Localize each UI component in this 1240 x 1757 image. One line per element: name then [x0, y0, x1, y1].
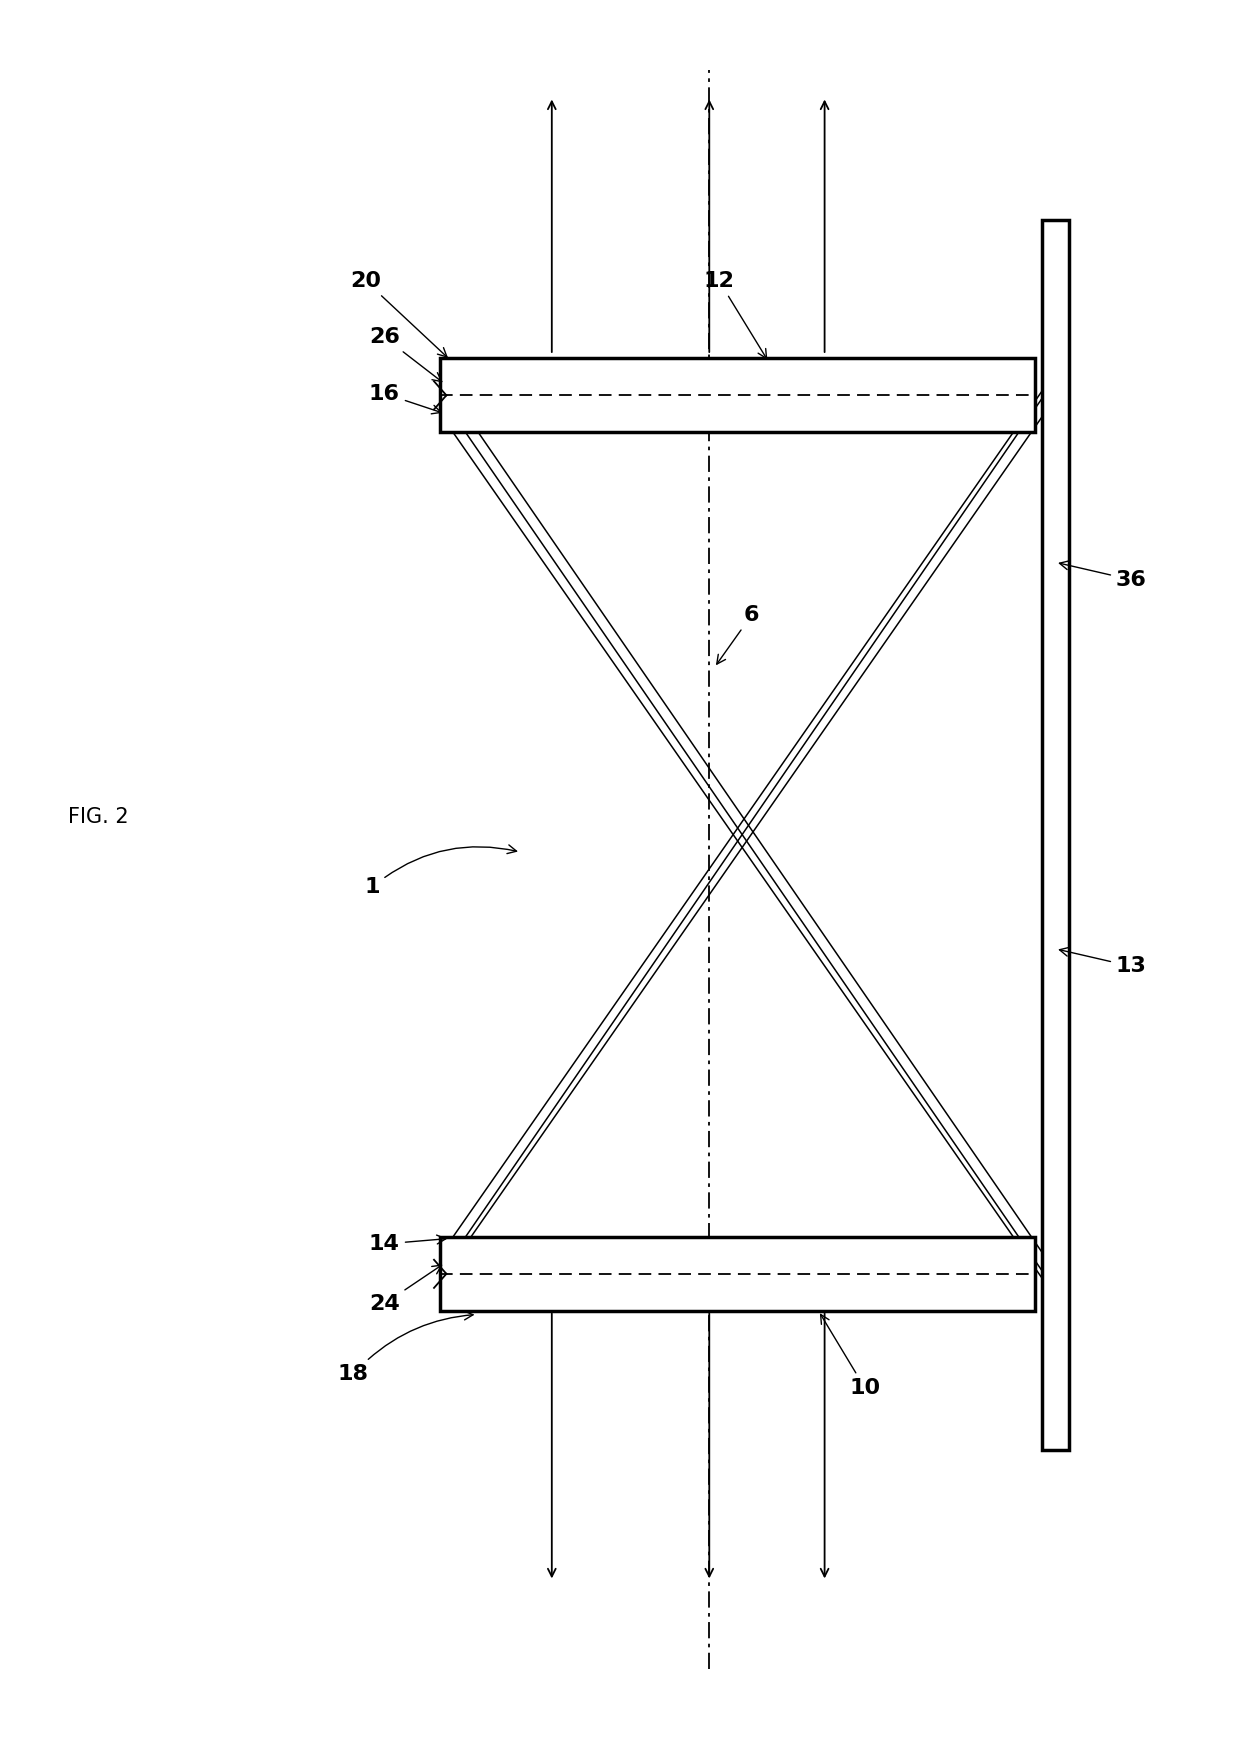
Text: 18: 18: [337, 1311, 474, 1385]
Text: 20: 20: [350, 271, 446, 357]
Bar: [440, 358, 1035, 432]
Text: 36: 36: [1059, 560, 1147, 590]
Text: 6: 6: [717, 604, 759, 664]
Bar: [1042, 220, 1069, 1450]
Text: 26: 26: [370, 327, 441, 381]
Text: 10: 10: [821, 1314, 880, 1399]
Text: 12: 12: [704, 271, 766, 358]
Text: 1: 1: [365, 845, 517, 898]
Text: 14: 14: [370, 1233, 446, 1254]
Bar: [440, 1237, 1035, 1311]
Text: 24: 24: [370, 1265, 441, 1314]
Text: 13: 13: [1059, 947, 1147, 977]
Text: 16: 16: [370, 383, 441, 415]
Text: FIG. 2: FIG. 2: [68, 806, 129, 828]
